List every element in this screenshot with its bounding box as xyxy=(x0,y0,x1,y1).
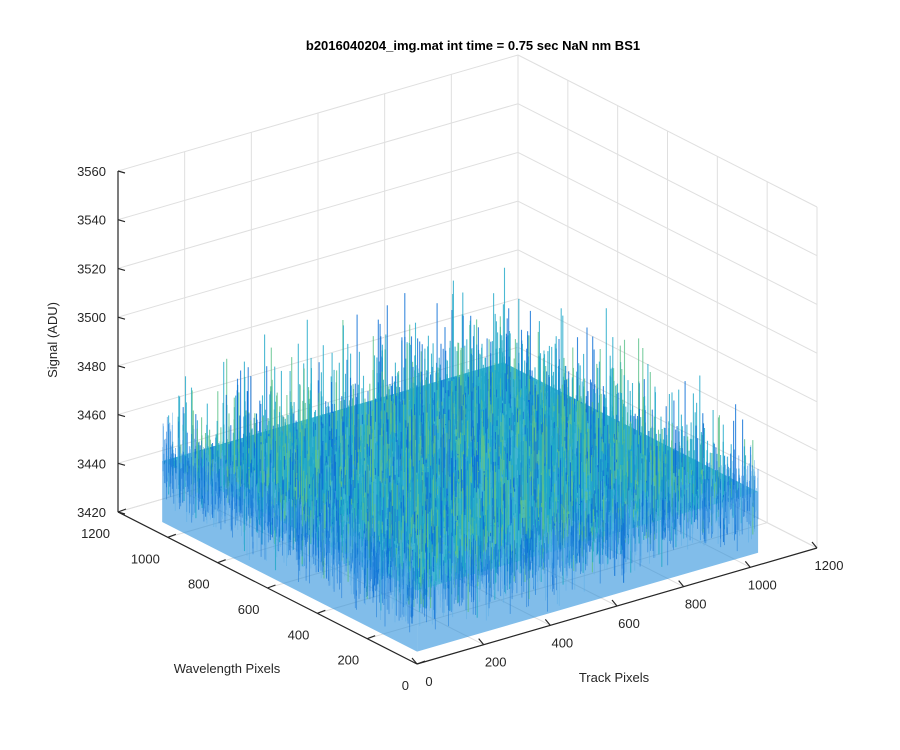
surface xyxy=(162,267,759,652)
chart-title: b2016040204_img.mat int time = 0.75 sec … xyxy=(306,38,640,53)
